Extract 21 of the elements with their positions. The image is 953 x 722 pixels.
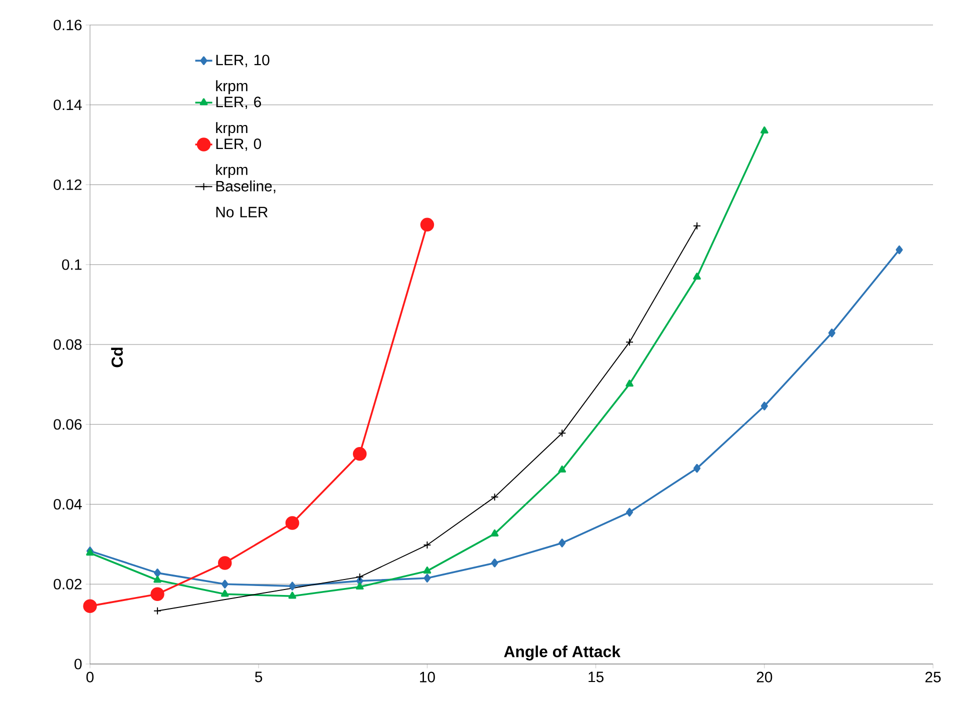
y-tick-label: 0.14 — [54, 100, 82, 110]
x-tick-label: 10 — [420, 672, 435, 682]
legend-label: LER, 0 krpm — [216, 138, 262, 178]
y-tick-label: 0.12 — [54, 179, 82, 190]
x-tick-label: 15 — [588, 672, 604, 682]
y-tick-label: 0.04 — [54, 498, 82, 510]
y-tick-label: 0.16 — [54, 20, 82, 30]
x-tick-label: 5 — [255, 672, 262, 682]
y-tick-label: 0.1 — [62, 259, 82, 270]
y-tick-label: 0.08 — [54, 339, 82, 350]
legend-label: LER, 10 krpm — [216, 54, 270, 94]
legend-label: Baseline, No LER — [216, 180, 276, 218]
x-axis-title: Angle of Attack — [504, 646, 621, 660]
y-tick-label: 0.06 — [54, 419, 82, 430]
y-axis-title: Cd — [111, 348, 123, 368]
x-tick-label: 25 — [925, 672, 941, 682]
y-tick-label: 0 — [74, 658, 82, 670]
x-tick-label: 20 — [756, 672, 772, 682]
legend-label: LER, 6 krpm — [216, 96, 261, 136]
x-tick-label: 0 — [86, 672, 94, 682]
y-tick-label: 0.02 — [54, 578, 82, 590]
